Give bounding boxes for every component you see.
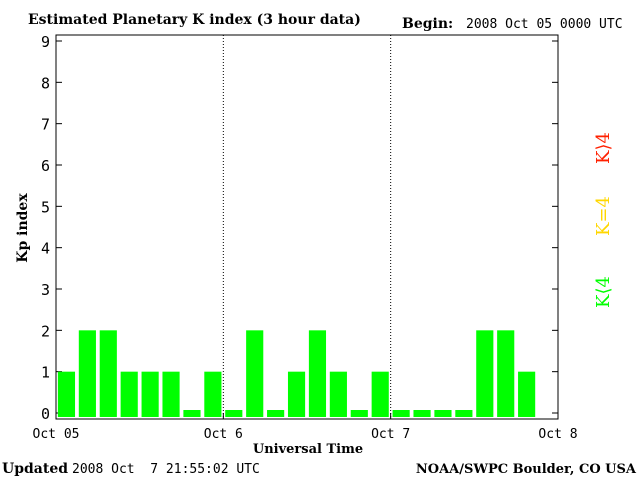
x-tick-label: Oct 6 xyxy=(204,427,243,442)
kp-bar xyxy=(267,410,285,417)
kp-bar xyxy=(329,371,347,417)
legend-k-equal: K=4 xyxy=(593,196,614,236)
kp-bar xyxy=(99,330,117,417)
kp-bar xyxy=(78,330,96,417)
kp-bar xyxy=(455,410,473,417)
y-tick-label: 9 xyxy=(41,33,50,51)
kp-bar xyxy=(308,330,327,417)
legend-k-greater: K⟩4 xyxy=(593,132,614,164)
source-credit: NOAA/SWPC Boulder, CO USA xyxy=(416,462,637,477)
y-tick-label: 1 xyxy=(41,364,50,382)
y-tick-label: 4 xyxy=(41,240,50,258)
kp-bar xyxy=(287,371,306,417)
kp-bar xyxy=(371,371,389,417)
kp-bar xyxy=(57,371,76,417)
y-tick-label: 2 xyxy=(41,322,50,340)
updated-label: Updated xyxy=(2,461,68,477)
chart-title: Estimated Planetary K index (3 hour data… xyxy=(28,12,361,28)
y-axis: 0 1 2 3 4 5 6 7 8 9 xyxy=(41,33,558,423)
x-tick-label: Oct 05 xyxy=(33,427,80,442)
y-tick-label: 0 xyxy=(41,405,50,423)
kp-bar xyxy=(246,330,264,417)
kp-bar xyxy=(183,410,201,417)
x-tick-label: Oct 7 xyxy=(371,427,410,442)
bar-series xyxy=(57,330,536,417)
kp-bar xyxy=(518,371,536,417)
kp-bar xyxy=(350,410,368,417)
kp-bar xyxy=(497,330,515,417)
legend-k-less: K⟨4 xyxy=(593,276,614,308)
x-axis-title: Universal Time xyxy=(253,442,363,457)
y-tick-label: 3 xyxy=(41,281,50,299)
plot-frame xyxy=(55,34,559,420)
updated-value: 2008 Oct 7 21:55:02 UTC xyxy=(72,462,260,477)
y-tick-label: 7 xyxy=(41,116,50,134)
kp-bar xyxy=(413,410,431,417)
kp-bar xyxy=(392,410,410,417)
y-tick-label: 8 xyxy=(41,74,50,92)
begin-label: Begin: xyxy=(402,16,453,32)
kp-bar xyxy=(141,371,159,417)
x-tick-label: Oct 8 xyxy=(538,427,577,442)
kp-bar xyxy=(476,330,494,417)
y-tick-label: 6 xyxy=(41,157,50,175)
kp-bar xyxy=(120,371,138,417)
x-axis: Oct 05 Oct 6 Oct 7 Oct 8 xyxy=(33,413,578,442)
day-dividers xyxy=(222,35,392,419)
begin-value: 2008 Oct 05 0000 UTC xyxy=(466,17,623,32)
kp-bar xyxy=(162,371,180,417)
kp-bar xyxy=(434,410,452,417)
kp-bar xyxy=(225,410,243,417)
kp-bar xyxy=(204,371,222,417)
y-axis-title: Kp index xyxy=(15,193,31,263)
y-tick-label: 5 xyxy=(41,198,50,216)
